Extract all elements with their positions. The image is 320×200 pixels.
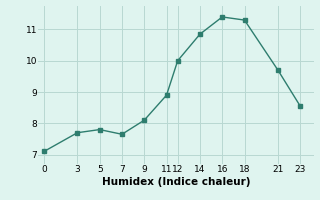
X-axis label: Humidex (Indice chaleur): Humidex (Indice chaleur) bbox=[102, 177, 250, 187]
